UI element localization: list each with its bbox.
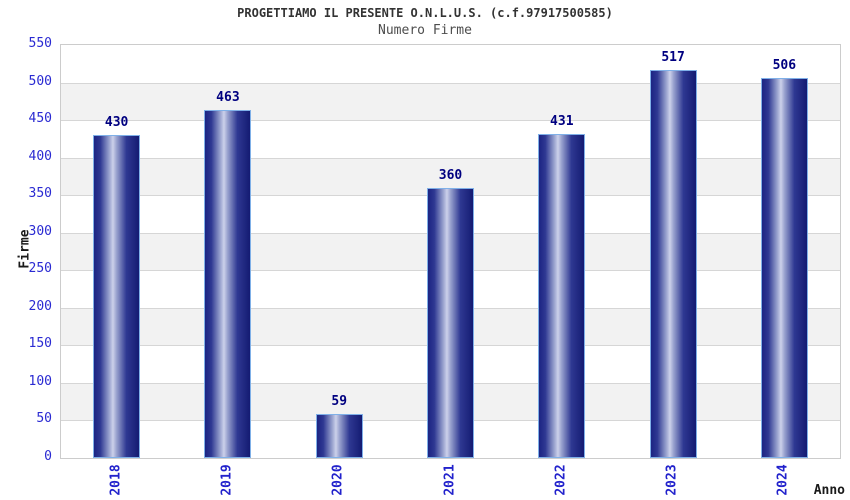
y-axis: 0 50 100 150 200 250 300 350 400 450 500 550 <box>0 36 52 464</box>
bar-value-label: 430 <box>104 115 129 130</box>
bar-value-label: 59 <box>331 394 348 409</box>
x-tick-label: 2023 <box>664 464 680 496</box>
bar-2018 <box>93 135 140 458</box>
x-axis-title: Anno <box>813 483 845 498</box>
gridline <box>61 120 840 121</box>
plot-area: 430 463 59 360 431 517 506 <box>60 44 841 459</box>
y-tick-label: 400 <box>28 148 52 164</box>
x-tick-label: 2019 <box>219 464 235 496</box>
bar-2022 <box>538 134 585 458</box>
y-tick-label: 350 <box>28 186 52 202</box>
y-tick-label: 450 <box>28 111 52 127</box>
bar-value-label: 431 <box>550 114 574 129</box>
x-tick-label: 2018 <box>108 464 124 496</box>
y-tick-label: 300 <box>28 223 52 239</box>
y-tick-label: 0 <box>44 449 52 464</box>
y-tick-label: 150 <box>28 336 52 352</box>
x-tick-label: 2022 <box>553 464 569 496</box>
bar-2020 <box>316 414 363 458</box>
y-tick-label: 550 <box>28 36 52 51</box>
bar-2024 <box>761 78 808 458</box>
x-axis: 2018 2019 2020 2021 2022 2023 2024 <box>60 457 839 500</box>
bar-value-label: 517 <box>661 50 685 65</box>
x-tick-label: 2024 <box>775 464 791 496</box>
chart-subtitle: Numero Firme <box>378 23 472 38</box>
bar-value-label: 463 <box>216 90 240 105</box>
chart-title: PROGETTIAMO IL PRESENTE O.N.L.U.S. (c.f.… <box>237 6 613 20</box>
background-band <box>61 45 840 83</box>
x-tick-label: 2021 <box>442 464 457 496</box>
bar-2021 <box>427 188 474 458</box>
gridline <box>61 83 840 84</box>
y-tick-label: 200 <box>28 298 52 314</box>
bar-value-label: 506 <box>772 58 797 73</box>
y-tick-label: 250 <box>28 261 52 277</box>
x-tick-label: 2020 <box>330 464 346 496</box>
y-tick-label: 500 <box>28 73 52 89</box>
bar-2019 <box>204 110 251 458</box>
background-band <box>61 120 840 158</box>
y-tick-label: 50 <box>36 411 52 427</box>
y-tick-label: 100 <box>28 373 52 389</box>
gridline <box>61 158 840 159</box>
bar-2023 <box>650 70 697 458</box>
background-band <box>61 82 840 121</box>
bar-value-label: 360 <box>438 168 463 183</box>
